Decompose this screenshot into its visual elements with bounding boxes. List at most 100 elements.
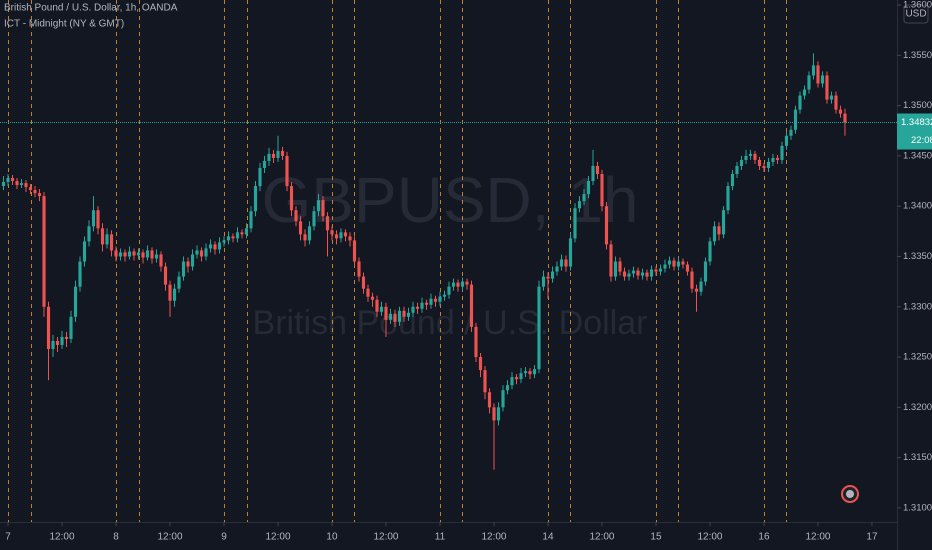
candle-body — [807, 75, 811, 90]
candle-body — [645, 272, 649, 277]
candle-body — [28, 187, 33, 191]
last-price-label: 1.34832 — [901, 117, 932, 128]
x-tick-label: 11 — [435, 532, 446, 543]
candle-body — [69, 316, 73, 339]
plot-area — [0, 0, 897, 522]
candle-body — [717, 226, 721, 235]
y-tick-label: 1.34500 — [903, 150, 932, 161]
candle-body — [37, 193, 42, 197]
candle-body — [600, 174, 604, 207]
x-tick-label: 7 — [5, 532, 11, 543]
candle-body — [825, 75, 829, 100]
candle-body — [456, 282, 460, 287]
currency[interactable]: USD — [905, 9, 926, 20]
candle-body — [267, 153, 271, 161]
candle-body — [91, 210, 96, 227]
candle-body — [703, 261, 708, 282]
candle-body — [415, 306, 420, 309]
candle-body — [681, 261, 685, 265]
candle-body — [519, 373, 523, 380]
candle-body — [100, 228, 105, 245]
candle-body — [96, 210, 100, 229]
candle-body — [708, 241, 712, 262]
candle-body — [793, 109, 798, 130]
countdown-badge — [897, 131, 932, 150]
candle-body — [429, 298, 433, 305]
candle-body — [154, 254, 159, 259]
candle-body — [757, 159, 762, 166]
candle-body — [735, 165, 739, 174]
candle-body — [145, 250, 150, 258]
candle-body — [177, 276, 181, 289]
candle-body — [798, 95, 802, 110]
candle-body — [78, 261, 82, 287]
x-tick-label: 16 — [758, 532, 770, 543]
candle-body — [478, 357, 483, 371]
candle-body — [658, 268, 663, 272]
candle-body — [811, 65, 816, 76]
candle-body — [411, 306, 415, 313]
candle-body — [613, 261, 618, 277]
candle-body — [541, 276, 546, 287]
candle-body — [636, 270, 640, 276]
candle-body — [564, 259, 568, 267]
candle-body — [820, 75, 825, 84]
candle-body — [829, 95, 834, 100]
candle-body — [690, 271, 694, 289]
currency-box[interactable] — [903, 4, 929, 24]
candle-body — [10, 178, 15, 182]
candle-body — [375, 299, 379, 312]
candle-body — [361, 276, 366, 289]
candle-body — [640, 272, 645, 276]
candle-body — [532, 369, 537, 375]
candle-body — [528, 371, 532, 375]
candle-body — [784, 135, 789, 146]
candle-body — [105, 234, 109, 245]
candle-body — [451, 282, 456, 287]
candle-body — [838, 109, 843, 114]
candle-body — [240, 232, 244, 235]
candle-body — [591, 165, 595, 182]
x-tick-label: 17 — [866, 532, 878, 543]
flag-icon[interactable] — [841, 485, 859, 503]
x-tick-label: 9 — [221, 532, 227, 543]
candle-body — [438, 296, 442, 302]
candle-body — [352, 240, 357, 262]
candle-body — [604, 206, 609, 245]
x-tick-label: 12:00 — [481, 532, 506, 543]
candle-body — [546, 276, 550, 279]
candle-body — [631, 270, 636, 274]
candle-body — [262, 160, 267, 168]
candle-body — [199, 250, 204, 257]
candle-body — [550, 271, 555, 279]
candle-body — [379, 306, 384, 312]
candle-body — [172, 288, 177, 301]
y-tick-label: 1.31500 — [903, 452, 932, 463]
x-tick-label: 14 — [542, 532, 554, 543]
candle-body — [447, 286, 451, 295]
candle-body — [150, 250, 154, 259]
candle-body — [618, 261, 622, 272]
candle-body — [334, 234, 339, 239]
candle-body — [730, 174, 735, 187]
candle-body — [501, 390, 505, 408]
y-tick-label: 1.31000 — [903, 502, 932, 513]
candle-body — [699, 281, 703, 292]
candle-body — [46, 306, 51, 350]
candle-body — [217, 242, 222, 250]
candle-body — [771, 157, 775, 162]
candle-body — [397, 310, 402, 322]
candle-body — [276, 150, 280, 158]
y-tick-label: 1.36000 — [903, 0, 932, 11]
candle-body — [834, 95, 838, 110]
candle-body — [366, 288, 370, 297]
x-tick-label: 12:00 — [373, 532, 398, 543]
x-tick-label: 12:00 — [265, 532, 290, 543]
candle-body — [226, 236, 231, 241]
candle-body — [424, 302, 429, 305]
candle-body — [55, 340, 60, 345]
candle-body — [289, 186, 294, 211]
candle-body — [753, 153, 757, 160]
